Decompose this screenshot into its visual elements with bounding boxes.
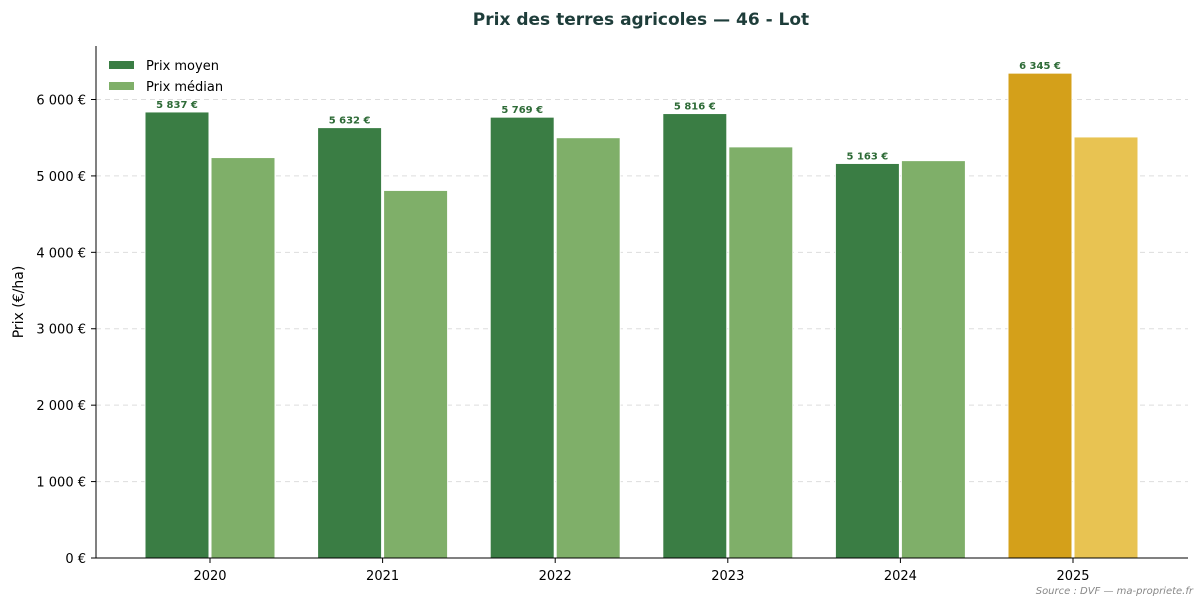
x-tick-label: 2020 — [193, 569, 226, 584]
y-axis-label: Prix (€/ha) — [11, 266, 27, 339]
legend-swatch-mean — [109, 61, 134, 69]
data-label-mean-2023: 5 816 € — [674, 102, 716, 113]
axes — [95, 46, 1188, 559]
bar-mean-2020 — [144, 111, 210, 559]
chart-title: Prix des terres agricoles — 46 - Lot — [473, 10, 809, 30]
y-tick-label: 0 € — [65, 552, 86, 567]
data-label-mean-2022: 5 769 € — [501, 105, 543, 116]
y-tick-label: 6 000 € — [36, 93, 86, 108]
legend-label-mean: Prix moyen — [146, 59, 219, 74]
bar-mean-2022 — [489, 116, 555, 559]
source-note: Source : DVF — ma-propriete.fr — [1036, 586, 1194, 597]
bars — [144, 72, 1139, 559]
legend: Prix moyen Prix médian — [109, 59, 223, 95]
bar-median-2025 — [1073, 136, 1139, 559]
legend-swatch-median — [109, 82, 134, 90]
y-tick-label: 4 000 € — [36, 246, 86, 261]
y-ticks: 0 € 1 000 € 2 000 € 3 000 € 4 000 € 5 000 € 6 … — [36, 93, 96, 567]
y-tick-label: 5 000 € — [36, 170, 86, 185]
data-label-mean-2021: 5 632 € — [329, 116, 371, 127]
bar-mean-2024 — [834, 162, 900, 559]
x-tick-label: 2024 — [884, 569, 917, 584]
x-tick-label: 2021 — [366, 569, 399, 584]
data-label-mean-2020: 5 837 € — [156, 100, 198, 111]
x-tick-label: 2025 — [1056, 569, 1089, 584]
x-tick-label: 2022 — [539, 569, 572, 584]
y-tick-label: 3 000 € — [36, 323, 86, 338]
x-ticks: 2020 2021 2022 2023 2024 2025 — [193, 558, 1090, 584]
x-tick-label: 2023 — [711, 569, 744, 584]
bar-median-2023 — [728, 146, 794, 559]
bar-median-2020 — [210, 157, 276, 559]
bar-mean-2023 — [662, 113, 728, 559]
bar-median-2022 — [555, 137, 621, 559]
bar-mean-2025 — [1007, 72, 1073, 559]
y-tick-label: 2 000 € — [36, 399, 86, 414]
bar-median-2021 — [383, 189, 449, 559]
bar-median-2024 — [900, 160, 966, 559]
bar-mean-2021 — [317, 127, 383, 559]
grid-lines — [96, 98, 1188, 483]
data-label-mean-2024: 5 163 € — [847, 151, 889, 162]
data-labels: 5 837 € 5 632 € 5 769 € 5 816 € 5 163 € 6 345… — [156, 61, 1061, 162]
legend-label-median: Prix médian — [146, 80, 223, 95]
y-tick-label: 1 000 € — [36, 476, 86, 491]
data-label-mean-2025: 6 345 € — [1019, 61, 1061, 72]
